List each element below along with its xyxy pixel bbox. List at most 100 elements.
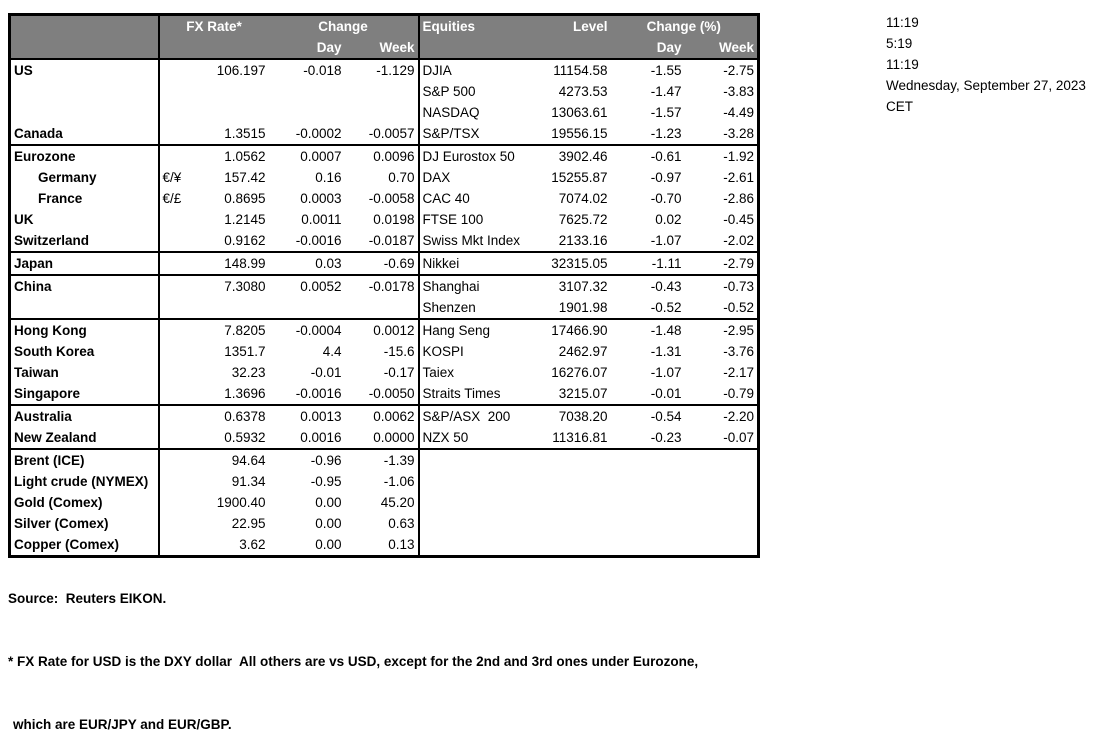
header-eq-day: Day: [610, 37, 685, 60]
footnote-line-1: * FX Rate for USD is the DXY dollar All …: [8, 654, 699, 669]
fx-pair-symbol: [159, 275, 195, 297]
fx-change-week: 0.0096: [344, 145, 420, 167]
equity-change-day: [611, 471, 685, 492]
row-label: Japan: [9, 252, 160, 276]
row-label: South Korea: [9, 341, 160, 362]
fx-change-day: -0.0016: [268, 230, 345, 253]
fx-rate-value: 157.42: [224, 170, 266, 185]
equity-level: [537, 492, 611, 513]
equity-change-week: -0.73: [723, 279, 754, 294]
equity-label: NZX 50: [418, 427, 537, 450]
equity-change-week: -0.45: [723, 212, 754, 227]
equity-label: Shanghai: [422, 279, 480, 294]
equity-change-day: -1.23: [610, 123, 685, 146]
row-label: Taiwan: [9, 362, 160, 383]
fx-change-week: -0.0057: [344, 123, 420, 146]
equity-change-day: -1.47: [650, 84, 682, 99]
row-label: [9, 81, 160, 102]
equity-label: S&P/TSX: [418, 123, 537, 146]
table-row: NASDAQ 13063.61 -1.57 -4.49: [9, 102, 759, 123]
fx-pair-symbol: [159, 513, 195, 534]
equity-label: Taiex: [422, 365, 455, 380]
source-line: Source: Reuters EIKON.: [8, 591, 167, 606]
fx-change-day: 0.0052: [300, 279, 342, 294]
equity-label: [419, 513, 537, 534]
table-row: Silver (Comex) 22.95 0.00 0.63: [9, 513, 759, 534]
equity-level: [537, 513, 611, 534]
equity-label: NASDAQ: [422, 105, 480, 120]
fx-rate-value: 0.5932: [194, 427, 269, 450]
table-row: Shenzen 1901.98 -0.52 -0.52: [9, 297, 759, 320]
fx-pair-symbol: [158, 230, 195, 253]
market-summary-table: FX Rate* Change Equities Level Change (%…: [8, 13, 760, 558]
row-label: Silver (Comex): [9, 513, 160, 534]
equity-label: Swiss Mkt Index: [418, 230, 537, 253]
table-row: New Zealand 0.5932 0.0016 0.0000 NZX 50 11316…: [9, 427, 759, 450]
equity-label: S&P 500: [422, 84, 476, 99]
equity-level: 7625.72: [558, 212, 608, 227]
header-blank-2: [9, 37, 160, 60]
fx-change-week: -1.06: [344, 471, 420, 492]
timestamp-line: 11:19: [886, 57, 919, 72]
equity-change-day: -1.07: [610, 230, 685, 253]
fx-change-day: 0.03: [268, 252, 345, 276]
equity-change-day: -1.48: [650, 323, 682, 338]
equity-change-day: -0.43: [650, 279, 682, 294]
equity-level: 13063.61: [551, 105, 608, 120]
row-label: China: [9, 275, 160, 297]
header-fx-week: Week: [344, 37, 420, 60]
fx-pair-symbol: €/¥: [162, 170, 182, 185]
equity-change-week: -0.79: [684, 383, 759, 406]
table-row: Gold (Comex) 1900.40 0.00 45.20: [9, 492, 759, 513]
equity-level: [537, 449, 611, 471]
equity-change-week: -3.83: [723, 84, 754, 99]
equity-level: 16276.07: [551, 365, 608, 380]
fx-pair-symbol: [158, 252, 195, 276]
equity-change-day: [611, 513, 685, 534]
table-row: UK 1.2145 0.0011 0.0198 FTSE 100 7625.72 0.02 -…: [9, 209, 759, 230]
row-label: US: [9, 59, 160, 81]
fx-change-week: 0.0062: [344, 405, 420, 427]
equity-change-week: -2.75: [723, 63, 754, 78]
fx-pair-symbol: [159, 362, 195, 383]
fx-rate-value: 91.34: [231, 474, 266, 489]
fx-change-day: -0.0002: [268, 123, 345, 146]
equity-label: KOSPI: [422, 344, 464, 359]
equity-change-day: -1.55: [650, 63, 682, 78]
equity-change-day: -0.23: [610, 427, 685, 450]
fx-change-day: [268, 297, 345, 320]
table-row: Australia 0.6378 0.0013 0.0062 S&P/ASX 200 70…: [9, 405, 759, 427]
timestamp-line: 11:19: [886, 15, 919, 30]
fx-pair-symbol: [159, 341, 195, 362]
fx-change-day: -0.0016: [268, 383, 345, 406]
header-blank-5: [536, 37, 611, 60]
equity-change-day: [611, 492, 685, 513]
fx-rate-value: 3.62: [239, 537, 266, 552]
equity-label: [419, 449, 537, 471]
fx-change-week: -0.0058: [344, 188, 420, 209]
header-name-blank: [9, 14, 160, 37]
table-header: FX Rate* Change Equities Level Change (%…: [9, 14, 759, 60]
header-level: Level: [536, 14, 611, 37]
equity-label: Shenzen: [418, 297, 537, 320]
row-label: Switzerland: [9, 230, 160, 253]
header-change-pct: Change (%): [610, 14, 759, 37]
row-label: Eurozone: [9, 145, 160, 167]
table-row: France €/£ 0.8695 0.0003 -0.0058 CAC 40 7074.0…: [9, 188, 759, 209]
table-row: China 7.3080 0.0052 -0.0178 Shanghai 3107.32 -…: [9, 275, 759, 297]
fx-change-week: 0.13: [344, 534, 420, 557]
equity-change-week: [685, 471, 759, 492]
fx-change-day: [269, 102, 345, 123]
fx-change-week: 0.70: [344, 167, 420, 188]
equity-change-day: -1.57: [650, 105, 682, 120]
equity-change-day: -1.07: [650, 365, 682, 380]
table-row: Switzerland 0.9162 -0.0016 -0.0187 Swiss Mkt…: [9, 230, 759, 253]
row-label: France: [9, 188, 160, 209]
row-label: Light crude (NYMEX): [9, 471, 160, 492]
equity-change-day: 0.02: [655, 212, 682, 227]
row-label: Hong Kong: [9, 319, 160, 341]
table-row: Brent (ICE) 94.64 -0.96 -1.39: [9, 449, 759, 471]
equity-change-day: -0.01: [610, 383, 685, 406]
fx-rate-value: 0.6378: [224, 409, 266, 424]
fx-change-day: 0.0016: [268, 427, 345, 450]
